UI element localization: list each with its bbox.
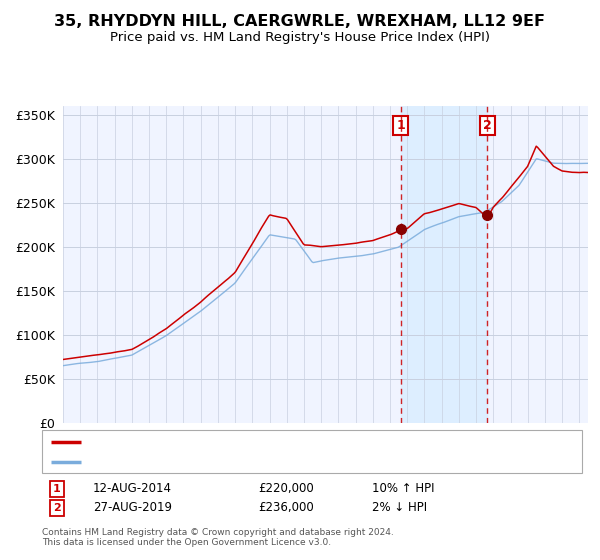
Text: 10% ↑ HPI: 10% ↑ HPI bbox=[372, 482, 434, 496]
Text: HPI: Average price, detached house, Flintshire: HPI: Average price, detached house, Flin… bbox=[87, 458, 351, 467]
Text: 35, RHYDDYN HILL, CAERGWRLE, WREXHAM, LL12 9EF: 35, RHYDDYN HILL, CAERGWRLE, WREXHAM, LL… bbox=[55, 14, 545, 29]
Text: 1: 1 bbox=[396, 119, 405, 132]
Text: 1: 1 bbox=[53, 484, 61, 494]
Text: 2: 2 bbox=[483, 119, 491, 132]
Text: 27-AUG-2019: 27-AUG-2019 bbox=[93, 501, 172, 515]
Text: 12-AUG-2014: 12-AUG-2014 bbox=[93, 482, 172, 496]
Text: 2% ↓ HPI: 2% ↓ HPI bbox=[372, 501, 427, 515]
Text: Price paid vs. HM Land Registry's House Price Index (HPI): Price paid vs. HM Land Registry's House … bbox=[110, 31, 490, 44]
Text: 35, RHYDDYN HILL, CAERGWRLE, WREXHAM, LL12 9EF (detached house): 35, RHYDDYN HILL, CAERGWRLE, WREXHAM, LL… bbox=[87, 437, 502, 447]
Bar bbox=[401, 106, 487, 423]
Text: 2: 2 bbox=[53, 503, 61, 513]
Text: £220,000: £220,000 bbox=[258, 482, 314, 496]
Text: £236,000: £236,000 bbox=[258, 501, 314, 515]
Text: Contains HM Land Registry data © Crown copyright and database right 2024.
This d: Contains HM Land Registry data © Crown c… bbox=[42, 528, 394, 547]
